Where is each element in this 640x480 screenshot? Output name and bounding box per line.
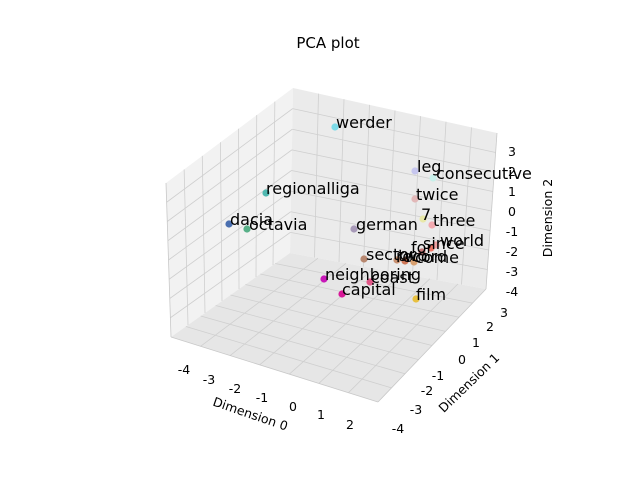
point-label: regionalliga — [266, 179, 360, 198]
data-point — [412, 295, 420, 303]
data-point — [411, 167, 419, 175]
y-tick-label: -3 — [410, 402, 422, 417]
y-tick-label: 2 — [486, 319, 494, 334]
data-point — [419, 215, 427, 223]
point-label: octavia — [249, 215, 307, 234]
y-tick-label: 3 — [500, 305, 508, 320]
y-tick-label: -2 — [421, 383, 433, 398]
z-tick-label: 3 — [508, 144, 516, 159]
data-point — [338, 290, 346, 298]
x-axis-label: Dimension 0 — [211, 394, 290, 434]
data-point — [393, 256, 401, 264]
point-label: coast — [371, 268, 414, 287]
z-tick-label: 1 — [508, 184, 516, 199]
data-point — [411, 195, 419, 203]
data-point — [243, 225, 251, 233]
point-label: 7 — [421, 205, 431, 224]
chart-title: PCA plot — [296, 34, 359, 52]
z-axis-label: Dimension 2 — [540, 179, 555, 257]
data-point — [225, 220, 233, 228]
data-point — [428, 221, 436, 229]
point-label: dacia — [230, 210, 273, 229]
data-point — [331, 123, 339, 131]
point-label: neighboring — [325, 265, 421, 284]
data-point — [262, 189, 270, 197]
grid-lines — [166, 93, 496, 393]
x-tick-label: 0 — [289, 399, 297, 414]
data-point — [418, 248, 426, 256]
point-label: leg — [417, 157, 441, 176]
point-label: werder — [336, 113, 392, 132]
y-tick-label: -4 — [392, 421, 405, 436]
pane-edges — [165, 132, 498, 403]
data-point — [350, 225, 358, 233]
data-point — [410, 258, 418, 266]
x-tick-label: -3 — [203, 372, 215, 387]
x-tick-label: 1 — [317, 407, 325, 422]
point-label: film — [416, 285, 446, 304]
point-label: three — [433, 211, 475, 230]
point-label: since — [423, 234, 465, 253]
point-label: two — [398, 246, 427, 265]
x-tick-label: 2 — [346, 417, 354, 432]
point-label: for — [411, 238, 433, 257]
data-point — [366, 278, 374, 286]
x-tick-labels: -4 -3 -2 -1 0 1 2 — [178, 362, 354, 432]
z-tick-labels: -4 -3 -2 -1 0 1 2 3 — [506, 144, 519, 299]
z-tick-label: 0 — [508, 204, 516, 219]
point-label: capital — [342, 280, 396, 299]
x-tick-label: -4 — [178, 362, 191, 377]
point-label: sector — [366, 245, 416, 264]
x-tick-label: -1 — [256, 390, 268, 405]
point-label: german — [356, 215, 418, 234]
y-tick-label: -1 — [432, 368, 444, 383]
z-tick-label: -2 — [506, 244, 518, 259]
z-tick-label: -1 — [506, 224, 518, 239]
data-point — [360, 255, 368, 263]
data-point — [429, 174, 437, 182]
y-axis-label: Dimension 1 — [435, 350, 502, 415]
y-tick-label: 0 — [458, 352, 466, 367]
left-pane — [166, 88, 293, 337]
z-tick-label: 2 — [508, 164, 516, 179]
point-label: come — [415, 248, 459, 267]
point-label: twice — [416, 185, 458, 204]
data-point — [401, 257, 409, 265]
data-point — [320, 275, 328, 283]
z-tick-label: -3 — [506, 264, 518, 279]
point-label: record — [396, 247, 447, 266]
z-tick-label: -4 — [506, 284, 519, 299]
point-label: consecutive — [436, 164, 532, 183]
data-point — [427, 244, 435, 252]
y-tick-label: 1 — [472, 335, 480, 350]
x-tick-label: -2 — [229, 381, 241, 396]
point-label: world — [440, 231, 484, 250]
data-points — [225, 123, 440, 303]
